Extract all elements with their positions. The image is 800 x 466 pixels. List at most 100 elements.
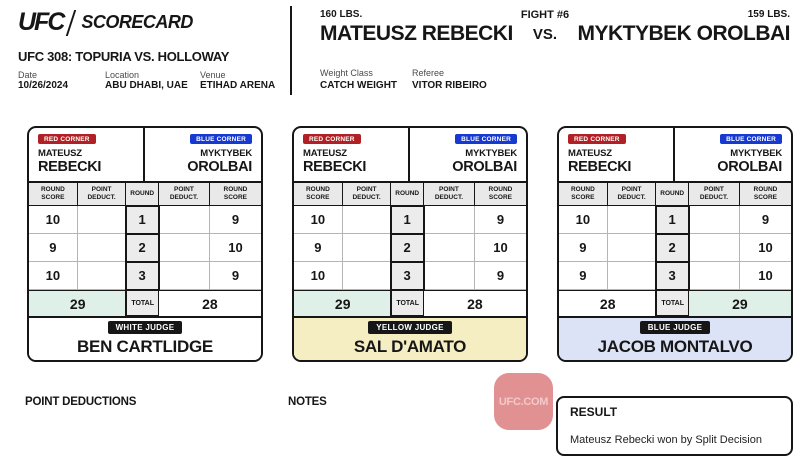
red-last-name: REBECKI xyxy=(38,159,102,175)
red-deduct-r2 xyxy=(342,234,392,262)
blue-deduct-r1 xyxy=(423,206,475,234)
blue-corner-badge: BLUE CORNER xyxy=(720,134,782,144)
col-header-round-score: ROUND SCORE xyxy=(209,183,261,206)
blue-first-name: MYKTYBEK xyxy=(200,148,252,159)
blue-fighter-weight: 159 LBS. xyxy=(747,9,790,20)
red-deduct-r3 xyxy=(607,262,657,290)
judge-color-badge: YELLOW JUDGE xyxy=(368,321,452,334)
red-score-r3: 10 xyxy=(294,262,343,290)
fighter-names-header: RED CORNER MATEUSZ REBECKI BLUE CORNER M… xyxy=(29,128,261,183)
red-total-score: 29 xyxy=(29,290,127,316)
col-header-round-score: ROUND SCORE xyxy=(294,183,343,206)
score-table: ROUND SCORE POINT DEDUCT. ROUND POINT DE… xyxy=(29,183,261,317)
blue-score-r2: 10 xyxy=(474,234,526,262)
judge-section: WHITE JUDGE BEN CARTLIDGE xyxy=(29,316,261,360)
fight-number: FIGHT #6 xyxy=(520,9,570,21)
judge-color-badge: WHITE JUDGE xyxy=(107,321,183,334)
header-divider xyxy=(290,6,292,95)
blue-deduct-r3 xyxy=(158,262,210,290)
scorecards-row: RED CORNER MATEUSZ REBECKI BLUE CORNER M… xyxy=(27,126,793,362)
score-table: ROUND SCORE POINT DEDUCT. ROUND POINT DE… xyxy=(294,183,526,317)
judge-section: YELLOW JUDGE SAL D'AMATO xyxy=(294,316,526,360)
blue-score-r1: 9 xyxy=(739,206,791,234)
col-header-point-deduct: POINT DEDUCT. xyxy=(423,183,475,206)
red-fighter-weight: 160 LBS. xyxy=(320,9,363,20)
red-score-r3: 9 xyxy=(559,262,608,290)
total-label: TOTAL xyxy=(125,289,160,317)
col-header-point-deduct: POINT DEDUCT. xyxy=(342,183,392,206)
scorecard-white-judge: RED CORNER MATEUSZ REBECKI BLUE CORNER M… xyxy=(27,126,263,362)
round-number-3: 3 xyxy=(655,261,690,291)
blue-fighter-name: MYKTYBEK OROLBAI xyxy=(577,22,791,45)
red-fighter-name: MATEUSZ REBECKI xyxy=(320,22,513,45)
red-deduct-r3 xyxy=(342,262,392,290)
col-header-point-deduct: POINT DEDUCT. xyxy=(158,183,210,206)
blue-deduct-r3 xyxy=(688,262,740,290)
col-header-round-score: ROUND SCORE xyxy=(29,183,78,206)
logo-slash-divider xyxy=(66,9,77,36)
ufc-scorecard-logo: UFC SCORECARD xyxy=(18,8,193,37)
blue-deduct-r2 xyxy=(688,234,740,262)
vs-label: VS. xyxy=(532,26,558,43)
blue-last-name: OROLBAI xyxy=(452,159,517,175)
event-venue: Venue ETIHAD ARENA xyxy=(200,70,276,91)
red-score-r2: 9 xyxy=(29,234,78,262)
red-corner-badge: RED CORNER xyxy=(38,134,96,144)
judge-name: BEN CARTLIDGE xyxy=(77,337,213,356)
total-label: TOTAL xyxy=(655,289,690,317)
blue-deduct-r2 xyxy=(158,234,210,262)
event-location: Location ABU DHABI, UAE xyxy=(105,70,188,91)
red-last-name: REBECKI xyxy=(303,159,367,175)
blue-corner-badge: BLUE CORNER xyxy=(455,134,517,144)
round-number-1: 1 xyxy=(655,205,690,235)
scorecard-yellow-judge: RED CORNER MATEUSZ REBECKI BLUE CORNER M… xyxy=(292,126,528,362)
red-deduct-r2 xyxy=(77,234,127,262)
blue-score-r2: 10 xyxy=(209,234,261,262)
col-header-round-score: ROUND SCORE xyxy=(474,183,526,206)
red-score-r3: 10 xyxy=(29,262,78,290)
judge-section: BLUE JUDGE JACOB MONTALVO xyxy=(559,316,791,360)
round-number-1: 1 xyxy=(125,205,160,235)
blue-score-r3: 9 xyxy=(474,262,526,290)
referee-label: Referee xyxy=(412,68,445,78)
notes-label: NOTES xyxy=(288,396,327,408)
weight-class-value: CATCH WEIGHT xyxy=(320,80,398,91)
scorecard-logo-text: SCORECARD xyxy=(81,12,193,32)
round-number-2: 2 xyxy=(390,233,425,263)
round-number-2: 2 xyxy=(125,233,160,263)
red-score-r2: 9 xyxy=(559,234,608,262)
blue-first-name: MYKTYBEK xyxy=(730,148,782,159)
red-corner-block: RED CORNER MATEUSZ REBECKI xyxy=(29,128,145,181)
blue-total-score: 29 xyxy=(688,290,791,316)
weight-class-label: Weight Class xyxy=(320,68,373,78)
red-last-name: REBECKI xyxy=(568,159,632,175)
red-score-r1: 10 xyxy=(559,206,608,234)
blue-deduct-r2 xyxy=(423,234,475,262)
round-number-3: 3 xyxy=(125,261,160,291)
referee-value: VITOR RIBEIRO xyxy=(412,80,487,91)
col-header-point-deduct: POINT DEDUCT. xyxy=(607,183,657,206)
event-date: Date 10/26/2024 xyxy=(18,70,69,91)
judge-color-badge: BLUE JUDGE xyxy=(639,321,711,334)
total-label: TOTAL xyxy=(390,289,425,317)
blue-score-r1: 9 xyxy=(209,206,261,234)
col-header-round-score: ROUND SCORE xyxy=(739,183,791,206)
blue-last-name: OROLBAI xyxy=(187,159,252,175)
red-deduct-r1 xyxy=(342,206,392,234)
result-box: RESULT Mateusz Rebecki won by Split Deci… xyxy=(556,396,793,456)
event-title: UFC 308: TOPURIA VS. HOLLOWAY xyxy=(18,49,230,64)
red-score-r1: 10 xyxy=(294,206,343,234)
red-first-name: MATEUSZ xyxy=(568,148,612,159)
blue-deduct-r3 xyxy=(423,262,475,290)
ufc-com-watermark: UFC.COM xyxy=(494,373,553,430)
col-header-round: ROUND xyxy=(656,183,689,206)
red-score-r1: 10 xyxy=(29,206,78,234)
point-deductions-label: POINT DEDUCTIONS xyxy=(25,396,137,408)
score-table: ROUND SCORE POINT DEDUCT. ROUND POINT DE… xyxy=(559,183,791,317)
blue-score-r1: 9 xyxy=(474,206,526,234)
red-deduct-r3 xyxy=(77,262,127,290)
red-deduct-r1 xyxy=(77,206,127,234)
blue-corner-block: BLUE CORNER MYKTYBEK OROLBAI xyxy=(675,128,791,181)
judge-name: SAL D'AMATO xyxy=(353,337,467,356)
round-number-2: 2 xyxy=(655,233,690,263)
